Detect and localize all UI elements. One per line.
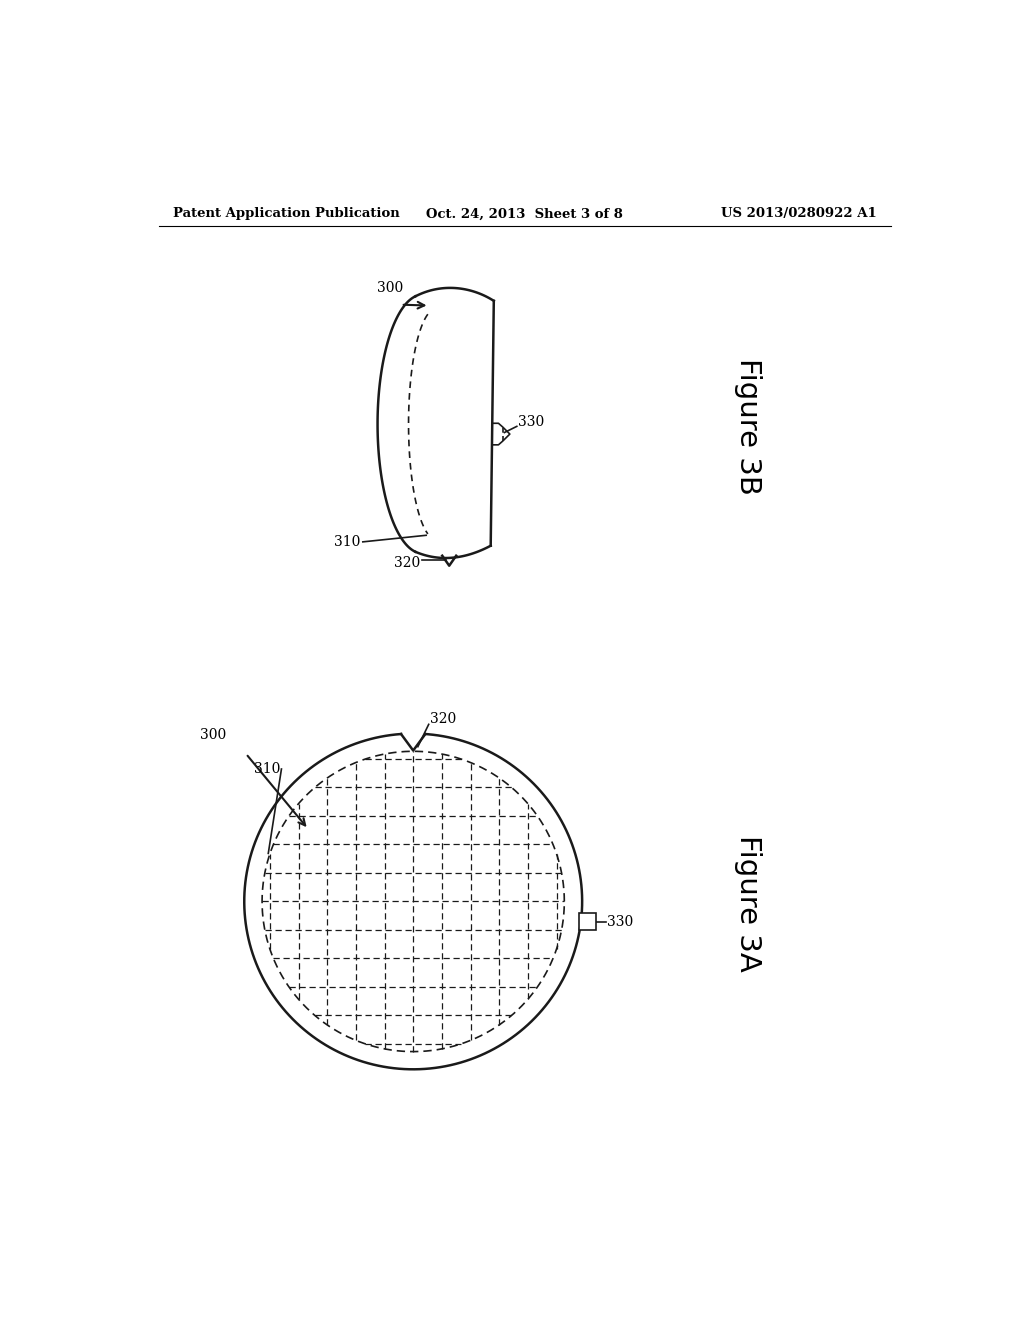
Text: 330: 330 bbox=[518, 414, 545, 429]
Text: 320: 320 bbox=[393, 557, 420, 570]
Text: Patent Application Publication: Patent Application Publication bbox=[173, 207, 399, 220]
Text: 300: 300 bbox=[377, 281, 403, 296]
Text: 310: 310 bbox=[334, 535, 360, 549]
Text: Figure 3B: Figure 3B bbox=[734, 358, 762, 495]
Text: 300: 300 bbox=[200, 729, 226, 742]
Text: 320: 320 bbox=[430, 711, 457, 726]
Text: 310: 310 bbox=[254, 762, 280, 776]
Text: Oct. 24, 2013  Sheet 3 of 8: Oct. 24, 2013 Sheet 3 of 8 bbox=[426, 207, 624, 220]
Text: US 2013/0280922 A1: US 2013/0280922 A1 bbox=[721, 207, 877, 220]
Text: 330: 330 bbox=[607, 915, 634, 928]
Text: Figure 3A: Figure 3A bbox=[734, 836, 762, 972]
Bar bbox=[580, 913, 596, 931]
